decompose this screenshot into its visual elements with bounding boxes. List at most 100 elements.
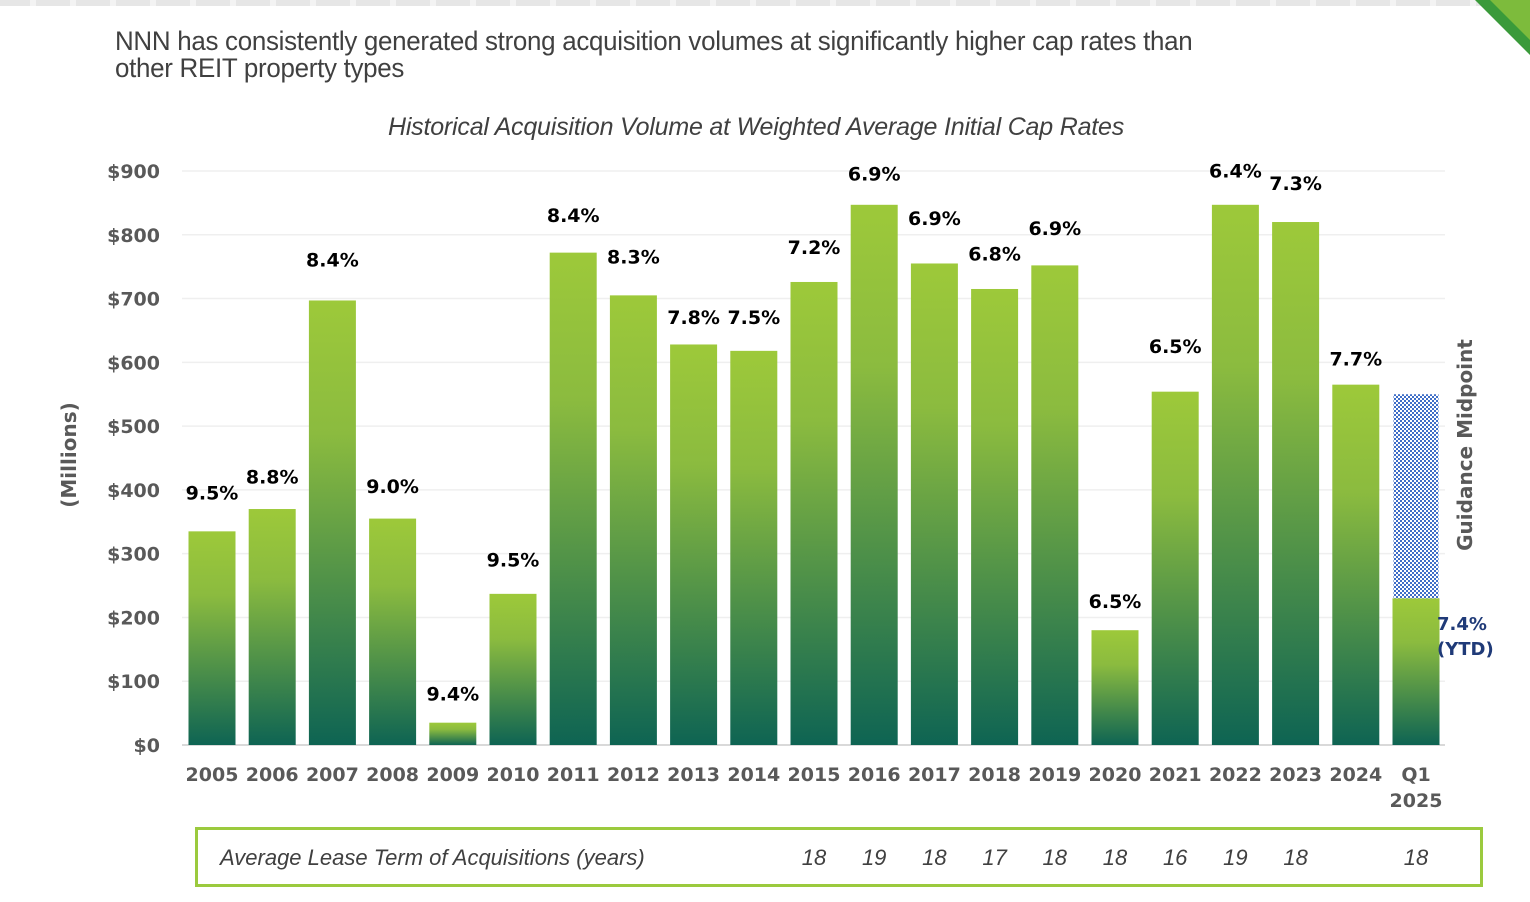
bar-2011 <box>549 252 597 745</box>
lease-term-box: Average Lease Term of Acquisitions (year… <box>195 827 1483 887</box>
bar-2006 <box>248 509 296 745</box>
x-tick-label: Q1 <box>1401 764 1430 786</box>
lease-term-label: Average Lease Term of Acquisitions (year… <box>220 845 645 870</box>
bar-2024 <box>1332 384 1380 745</box>
cap-rate-label: 7.2% <box>788 237 841 259</box>
bar-q1-2025 <box>1392 598 1440 745</box>
x-tick-label: 2016 <box>848 764 901 786</box>
y-axis: $0 $100 $200 $300 $400 $500 $600 $700 $800 $900 <box>107 161 160 757</box>
corner-logo-accent-inner <box>1490 0 1530 40</box>
headline-line-1: NNN has consistently generated strong ac… <box>115 26 1193 56</box>
bar-2019 <box>1031 265 1079 745</box>
bars <box>188 204 1440 745</box>
bar-2014 <box>730 350 778 745</box>
cap-rate-label: 7.5% <box>727 307 780 329</box>
cap-rate-label: 9.0% <box>366 476 419 498</box>
bar-2008 <box>369 518 417 745</box>
cap-rate-label: 6.9% <box>848 164 901 186</box>
x-tick-label: 2017 <box>908 764 961 786</box>
y-tick-label: $0 <box>134 735 160 757</box>
cap-rate-label: 6.9% <box>1028 218 1081 240</box>
y-tick-label: $500 <box>107 416 160 438</box>
bar-2010 <box>489 593 537 745</box>
y-tick-label: $900 <box>107 161 160 183</box>
cap-rate-label: 7.8% <box>667 307 720 329</box>
bar-2009 <box>429 722 477 745</box>
cap-rate-label: 8.4% <box>547 205 600 227</box>
x-tick-label: 2009 <box>426 764 479 786</box>
x-tick-label: 2008 <box>366 764 419 786</box>
y-axis-title: (Millions) <box>57 402 81 508</box>
x-tick-label: 2022 <box>1209 764 1262 786</box>
decorative-top-strip <box>0 0 1530 6</box>
lease-term-value: 18 <box>1403 845 1429 870</box>
x-tick-label: 2011 <box>547 764 600 786</box>
lease-term-value: 18 <box>922 845 947 870</box>
cap-rate-label: 7.3% <box>1269 173 1322 195</box>
x-tick-label: 2018 <box>968 764 1021 786</box>
y-tick-label: $800 <box>107 225 160 247</box>
y-tick-label: $200 <box>107 607 160 629</box>
x-tick-label: 2023 <box>1269 764 1322 786</box>
lease-term-value: 17 <box>982 845 1007 870</box>
cap-rate-label: 8.8% <box>246 467 299 489</box>
cap-rate-label: 7.7% <box>1329 349 1382 371</box>
bar-2020 <box>1091 630 1139 745</box>
cap-rate-label: 6.9% <box>908 208 961 230</box>
lease-term-value: 18 <box>801 845 827 870</box>
cap-rate-label: 6.4% <box>1209 160 1262 182</box>
cap-rate-label: 6.5% <box>1149 336 1202 358</box>
x-tick-label: 2010 <box>487 764 540 786</box>
bar-2017 <box>910 263 958 745</box>
ytd-cap-rate-label: 7.4% <box>1437 614 1487 635</box>
x-tick-label: 2024 <box>1329 764 1382 786</box>
cap-rate-label: 6.8% <box>968 243 1021 265</box>
y-tick-label: $100 <box>107 671 160 693</box>
chart-title: Historical Acquisition Volume at Weighte… <box>387 113 1125 141</box>
y-tick-label: $700 <box>107 289 160 311</box>
lease-term-value: 18 <box>1283 845 1308 870</box>
bar-2022 <box>1211 204 1259 745</box>
bar-2023 <box>1272 222 1320 745</box>
cap-rate-label: 8.4% <box>306 250 359 272</box>
x-tick-label: 2006 <box>246 764 299 786</box>
x-tick-label: 2013 <box>667 764 720 786</box>
bar-2012 <box>609 295 657 745</box>
x-tick-label: 2014 <box>727 764 780 786</box>
headline-line-2: other REIT property types <box>115 53 405 83</box>
x-tick-label: 2020 <box>1089 764 1142 786</box>
lease-term-value: 16 <box>1162 845 1188 870</box>
slide-headline: NNN has consistently generated strong ac… <box>115 28 1363 82</box>
x-tick-label: 2025 <box>1390 790 1443 812</box>
bar-2018 <box>971 288 1019 745</box>
x-axis: 2005 2006 2007 2008 2009 2010 2011 2012 2013 2014… <box>186 764 1443 812</box>
x-tick-label: 2012 <box>607 764 660 786</box>
x-tick-label: 2005 <box>186 764 239 786</box>
x-tick-label: 2019 <box>1028 764 1081 786</box>
bar-2015 <box>790 281 838 745</box>
x-tick-label: 2015 <box>788 764 841 786</box>
y-tick-label: $600 <box>107 352 160 374</box>
y-tick-label: $300 <box>107 544 160 566</box>
lease-term-value: 18 <box>1102 845 1128 870</box>
lease-term-value: 19 <box>861 845 887 870</box>
bar-2005 <box>188 531 236 745</box>
bar-2013 <box>670 344 718 745</box>
bar-2007 <box>308 300 356 745</box>
cap-rate-label: 8.3% <box>607 246 660 268</box>
guidance-midpoint-label: Guidance Midpoint <box>1453 339 1477 551</box>
x-tick-label: 2021 <box>1149 764 1202 786</box>
lease-term-value: 18 <box>1042 845 1068 870</box>
cap-rate-label: 9.4% <box>426 683 479 705</box>
guidance-midpoint-bar <box>1393 394 1439 599</box>
bar-2021 <box>1151 391 1199 745</box>
cap-rate-label: 9.5% <box>186 482 239 504</box>
x-tick-label: 2007 <box>306 764 359 786</box>
bar-2016 <box>850 204 898 745</box>
cap-rate-label: 9.5% <box>487 549 540 571</box>
cap-rate-label: 6.5% <box>1089 591 1142 613</box>
y-tick-label: $400 <box>107 480 160 502</box>
ytd-suffix-label: (YTD) <box>1437 639 1494 660</box>
lease-term-value: 19 <box>1223 845 1248 870</box>
